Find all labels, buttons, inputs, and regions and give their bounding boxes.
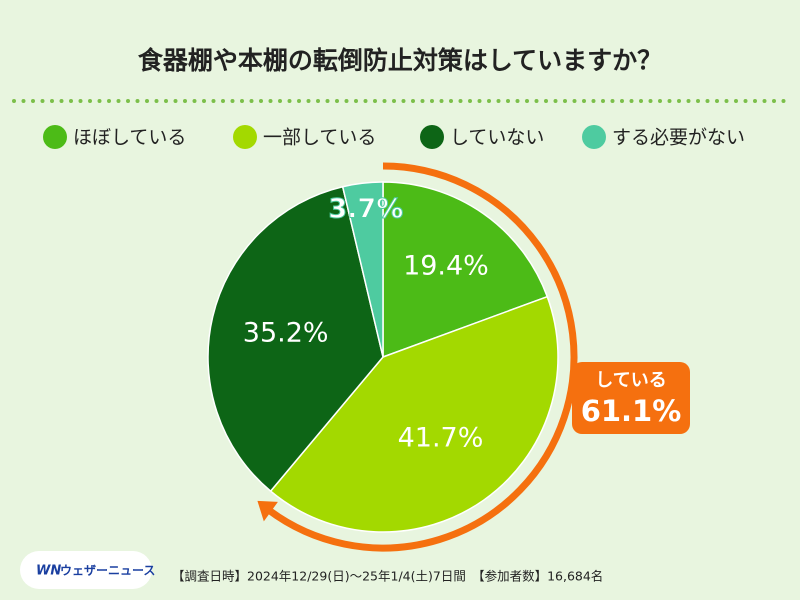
data-label: 19.4%: [403, 250, 489, 281]
annotation-label: 61.1%: [581, 394, 682, 428]
legend-label: 一部している: [263, 127, 376, 149]
annotation-box: [572, 362, 690, 434]
data-label: 35.2%: [243, 317, 329, 348]
legend-label: していない: [450, 127, 544, 149]
logo-text: ウェザーニュース: [60, 564, 155, 578]
data-label: 41.7%: [398, 422, 484, 453]
legend-swatch: [233, 125, 257, 149]
annotation-text: している: [595, 370, 666, 391]
legend-swatch: [582, 125, 606, 149]
pie-slice: [269, 295, 559, 533]
pie-slice: [207, 185, 384, 493]
pie-slice: [382, 181, 549, 359]
legend-label: する必要がない: [612, 127, 745, 149]
chart-title: 食器棚や本棚の転倒防止対策はしていますか？: [138, 46, 662, 75]
source-note: 【調査日時】2024年12/29(日)～25年1/4(土)7日間 【参加者数】1…: [172, 569, 603, 584]
legend-swatch: [420, 125, 444, 149]
pie-slice: [341, 181, 384, 358]
legend-label: ほぼしている: [73, 127, 186, 149]
data-label: 3.7%: [328, 193, 403, 224]
legend-swatch: [43, 125, 67, 149]
logo-badge: [20, 551, 152, 589]
logo-mark: WN: [36, 564, 61, 579]
annotation-arrowhead: [257, 500, 278, 522]
annotation-arc: [265, 162, 578, 552]
